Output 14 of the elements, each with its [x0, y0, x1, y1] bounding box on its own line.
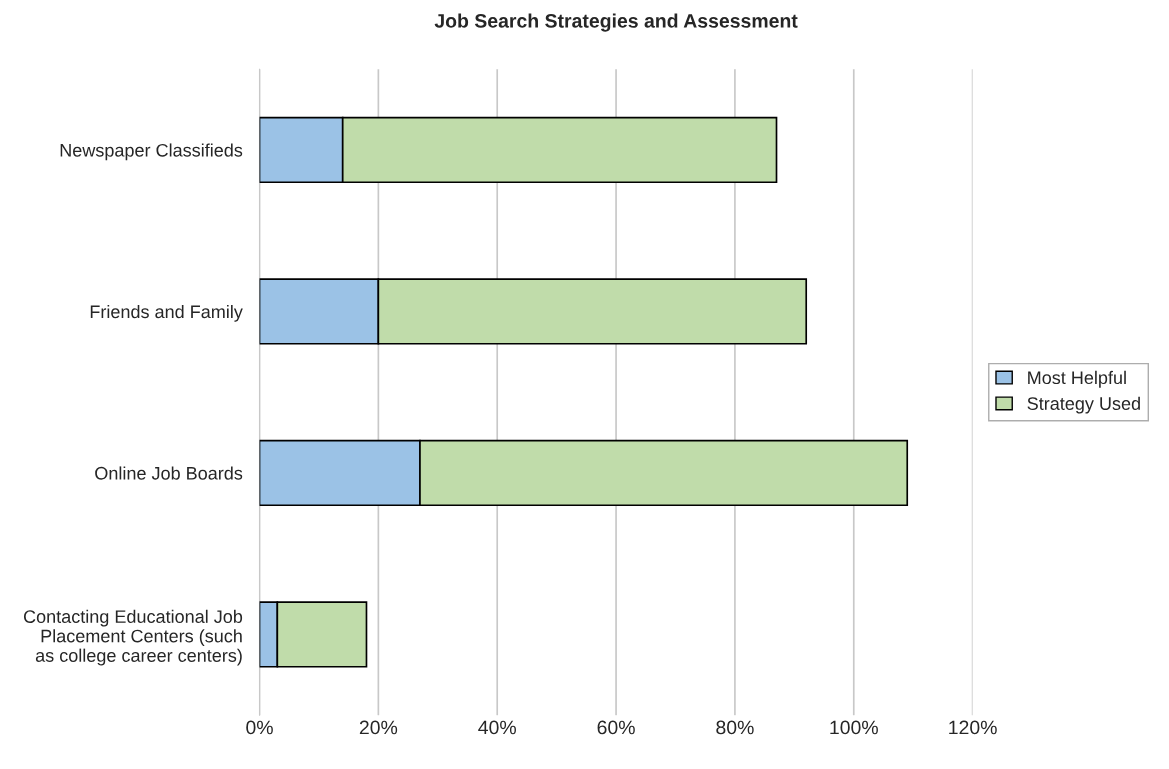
x-tick-label: 60%	[597, 720, 635, 735]
y-tick-label: Contacting Educational Job Placement Centers (such as college career centers)	[23, 609, 243, 666]
x-tick-label: 80%	[716, 720, 754, 735]
legend-label: Most Helpful	[1028, 370, 1126, 388]
x-tick-label: 0%	[246, 720, 273, 735]
x-tick-label: 40%	[478, 720, 516, 735]
x-tick-label: 20%	[359, 720, 398, 735]
y-tick-label: Friends and Family	[90, 304, 243, 322]
chart-title: Job Search Strategies and Assessment	[434, 13, 798, 32]
y-tick-label: Online Job Boards	[95, 466, 243, 480]
x-tick-label: 120%	[949, 720, 997, 735]
x-tick-label: 100%	[830, 720, 878, 735]
legend-label: Strategy Used	[1027, 396, 1140, 414]
y-tick-label: Newspaper Classifieds	[60, 143, 243, 161]
